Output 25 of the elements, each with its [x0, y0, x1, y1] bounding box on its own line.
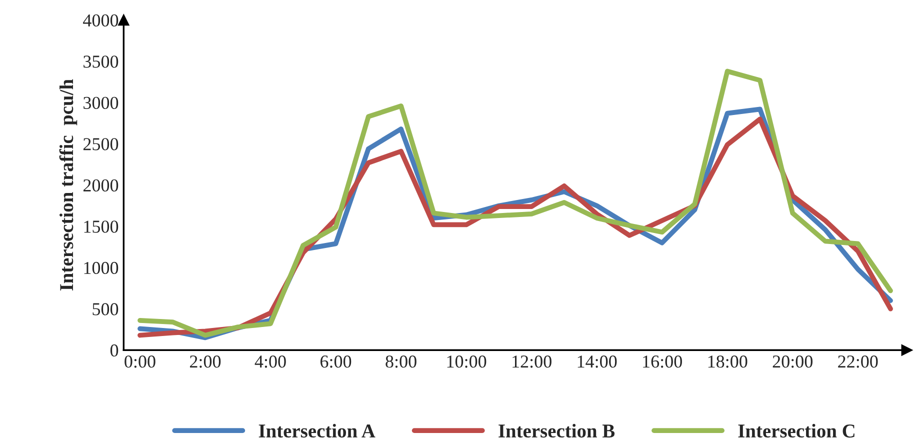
x-tick-label: 16:00: [643, 355, 682, 368]
legend-label: Intersection A: [258, 424, 376, 438]
x-tick-label: 4:00: [254, 355, 286, 368]
y-tick-label: 1000: [84, 262, 118, 274]
y-tick-label: 0: [110, 344, 118, 357]
y-tick-label: 2500: [83, 138, 118, 150]
y-tick-label: 2000: [83, 179, 118, 192]
x-tick-label: 20:00: [772, 355, 812, 368]
y-tick-label: 4000: [83, 14, 118, 27]
x-tick-label: 12:00: [512, 355, 552, 368]
y-tick-label: 500: [92, 303, 118, 316]
legend-label: Intersection C: [738, 424, 854, 438]
x-tick-label: 18:00: [708, 355, 748, 368]
x-tick-label: 14:00: [578, 355, 617, 368]
y-tick-label: 3500: [84, 56, 118, 68]
y-tick-label: 1500: [84, 220, 118, 233]
y-axis-title: Intersection traffic pcu/h: [59, 79, 78, 291]
x-tick-label: 22:00: [838, 355, 878, 368]
x-tick-label: 10:00: [447, 355, 486, 368]
legend-label: Intersection B: [498, 424, 615, 438]
x-tick-label: 6:00: [320, 355, 352, 368]
x-tick-label: 2:00: [190, 355, 221, 368]
x-tick-label: 8:00: [386, 355, 416, 368]
x-tick-label: 0:00: [124, 355, 156, 368]
y-tick-label: 3000: [84, 96, 118, 110]
